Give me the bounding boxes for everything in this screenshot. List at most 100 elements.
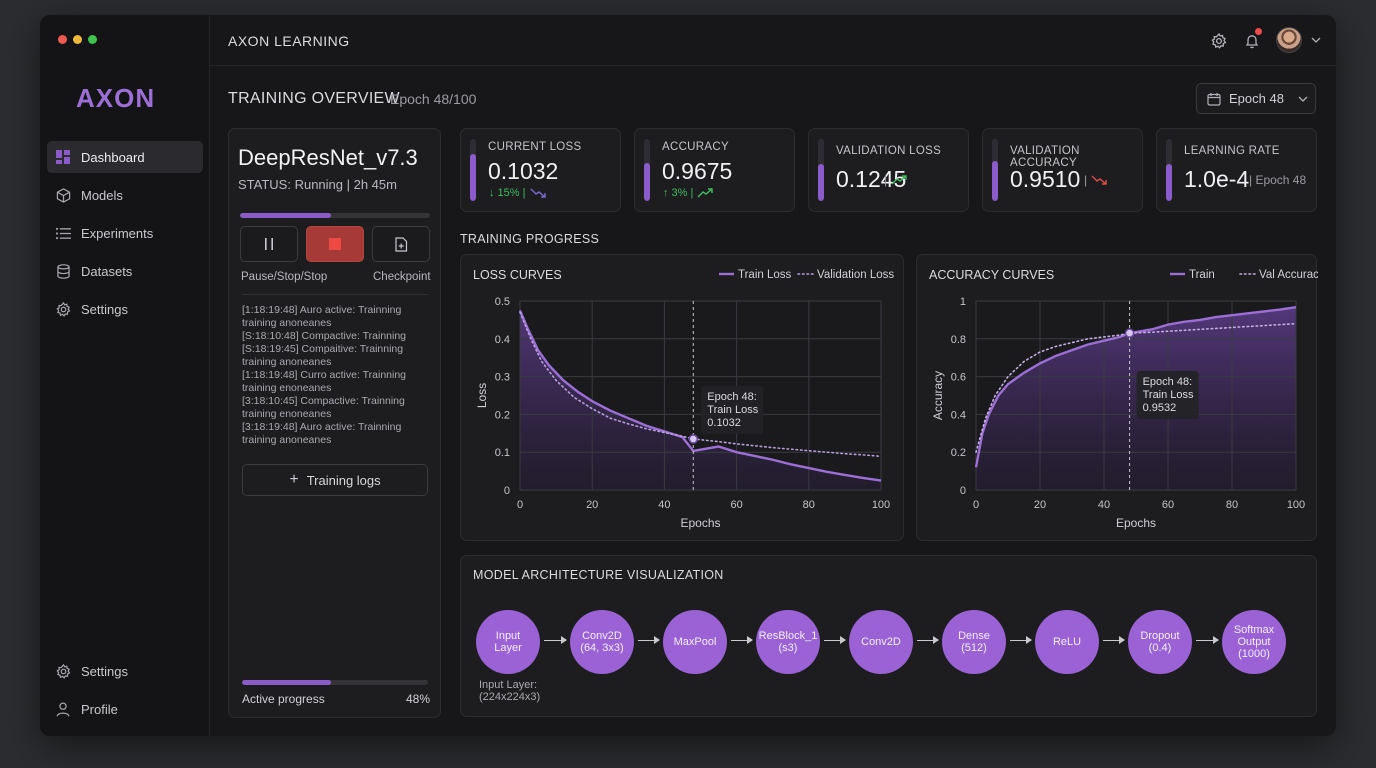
stat-level-bar <box>470 139 476 201</box>
epoch-marker-point <box>1124 328 1135 338</box>
sidebar-item-label: Profile <box>81 701 118 717</box>
stat-label: VALIDATION ACCURACY <box>1010 145 1080 169</box>
arch-node-softmax[interactable]: Softmax Output (1000) <box>1222 610 1286 674</box>
stop-button[interactable] <box>306 226 364 262</box>
input-layer-caption: Input Layer: (224x224x3) <box>479 679 540 703</box>
stat-card-validation-loss: VALIDATION LOSS 0.1245 | <box>808 128 969 212</box>
input-caption-line: (224x224x3) <box>479 691 541 703</box>
sidebar-item-datasets[interactable]: Datasets <box>47 255 203 287</box>
arch-node-conv2d[interactable]: Conv2D <box>849 610 913 674</box>
page-title: TRAINING OVERVIEW <box>228 90 400 107</box>
sidebar-bottom-settings[interactable]: Settings <box>47 655 203 687</box>
log-entry: [3:18:19:48] Auro active: Trainning trai… <box>242 421 402 446</box>
divider <box>242 294 428 295</box>
stat-label: ACCURACY <box>662 141 729 153</box>
series-line-train <box>974 306 1297 468</box>
x-tick-label: 80 <box>1226 499 1238 511</box>
series-line-train-loss <box>518 309 882 482</box>
arch-node-text: Input Layer <box>494 630 522 654</box>
chevron-down-icon[interactable] <box>1306 30 1326 50</box>
calendar-icon <box>1207 92 1221 106</box>
arch-node-label: Dropout <box>1140 630 1180 642</box>
sidebar-bottom-profile[interactable]: Profile <box>47 693 203 725</box>
stat-delta-row: | Epoch 48 <box>1249 173 1306 187</box>
sidebar-item-models[interactable]: Models <box>47 179 203 211</box>
y-tick-label: 0.6 <box>951 372 966 384</box>
y-tick-label: 1 <box>960 296 966 308</box>
epoch-select[interactable]: Epoch 48 <box>1196 83 1316 114</box>
architecture-panel: MODEL ARCHITECTURE VISUALIZATION Input La… <box>460 555 1317 717</box>
annotation-box <box>1136 371 1199 419</box>
x-axis-label: Epochs <box>680 516 720 530</box>
training-logs-label: Training logs <box>306 472 381 488</box>
stat-value: 0.1032 <box>488 158 559 184</box>
active-progress-label: Active progress <box>242 692 325 706</box>
arch-node-text: MaxPool <box>674 636 717 648</box>
log-entry: [1:18:19:48] Curro active: Trainning tra… <box>242 369 407 394</box>
arch-node-dropout[interactable]: Dropout (0.4) <box>1128 610 1192 674</box>
settings-gear-icon[interactable] <box>1209 31 1229 51</box>
user-icon <box>55 701 71 717</box>
arch-node-input[interactable]: Input Layer <box>476 610 540 674</box>
checkpoint-button[interactable] <box>372 226 430 262</box>
arch-node-label: (512) <box>961 642 987 654</box>
avatar[interactable] <box>1276 27 1302 53</box>
stat-label: CURRENT LOSS <box>488 141 582 153</box>
stat-delta: | <box>884 173 888 187</box>
arch-node-label: ResBlock_1 <box>758 630 818 642</box>
training-progress-title: TRAINING PROGRESS <box>460 232 600 246</box>
epoch-indicator: Epoch 48/100 <box>390 91 477 107</box>
trend-up-icon <box>891 175 907 185</box>
x-tick-label: 100 <box>872 499 890 511</box>
notification-badge <box>1255 28 1262 35</box>
stat-level-fill <box>818 164 824 201</box>
pause-button[interactable] <box>240 226 298 262</box>
arch-node-maxpool[interactable]: MaxPool <box>663 610 727 674</box>
model-progress-bar <box>240 213 430 218</box>
sidebar-item-experiments[interactable]: Experiments <box>47 217 203 249</box>
stat-level-fill <box>992 161 998 201</box>
epoch-select-value: Epoch 48 <box>1229 91 1284 106</box>
sidebar: AXON Dashboard Models Experiments Datase… <box>40 15 210 736</box>
arch-arrow <box>1010 636 1032 644</box>
trend-down-icon <box>1091 175 1107 185</box>
sidebar-item-settings[interactable]: Settings <box>47 293 203 325</box>
stat-delta: | <box>1084 173 1088 187</box>
annotation-line: 0.1032 <box>707 417 741 429</box>
model-name: DeepResNet_v7.3 <box>238 145 418 170</box>
architecture-title: MODEL ARCHITECTURE VISUALIZATION <box>473 568 724 582</box>
annotation-line: Train Loss <box>1143 389 1194 401</box>
y-tick-label: 0.5 <box>495 296 510 308</box>
annotation-line: Epoch 48: <box>707 391 757 403</box>
close-window-button[interactable] <box>58 35 67 44</box>
trend-down-icon <box>530 188 546 198</box>
stat-level-bar <box>818 139 824 201</box>
arch-node-dense[interactable]: Dense (512) <box>942 610 1006 674</box>
stat-value: 0.9675 <box>662 158 733 184</box>
arch-node-text: ResBlock_1 (s3) <box>759 630 818 654</box>
minimize-window-button[interactable] <box>73 35 82 44</box>
notification-bell-icon[interactable] <box>1242 28 1262 51</box>
model-status: STATUS: Running | 2h 45m <box>238 177 397 192</box>
stat-card-validation-accuracy: VALIDATION ACCURACY 0.9510 | <box>982 128 1143 212</box>
log-entry: [S:18:19:45] Compaitive: Trainning train… <box>242 343 404 368</box>
arch-arrow <box>1196 636 1219 644</box>
y-tick-label: 0.2 <box>495 409 510 421</box>
arch-node-text: Dropout (0.4) <box>1140 630 1179 654</box>
stat-level-bar <box>992 139 998 201</box>
arch-arrow <box>824 636 846 644</box>
app-logo: AXON <box>76 83 156 113</box>
x-tick-label: 60 <box>1162 499 1174 511</box>
controls-label: Pause/Stop/Stop <box>241 271 328 283</box>
arch-arrow <box>544 636 567 644</box>
arch-node-resblock-1[interactable]: ResBlock_1 (s3) <box>756 610 820 674</box>
arch-node-relu[interactable]: ReLU <box>1035 610 1099 674</box>
arch-node-label: MaxPool <box>673 636 717 648</box>
loss-chart: LOSS CURVES 0 20 40 60 80 100 0 0.1 0.2 0.3 0.4 0.5 E… <box>473 268 894 530</box>
maximize-window-button[interactable] <box>88 35 97 44</box>
arch-node-conv2d[interactable]: Conv2D (64, 3x3) <box>570 610 634 674</box>
x-tick-label: 80 <box>803 499 815 511</box>
training-logs-button[interactable]: + Training logs <box>242 464 428 496</box>
y-axis-label: Loss <box>475 383 489 408</box>
sidebar-item-dashboard[interactable]: Dashboard <box>47 141 203 173</box>
